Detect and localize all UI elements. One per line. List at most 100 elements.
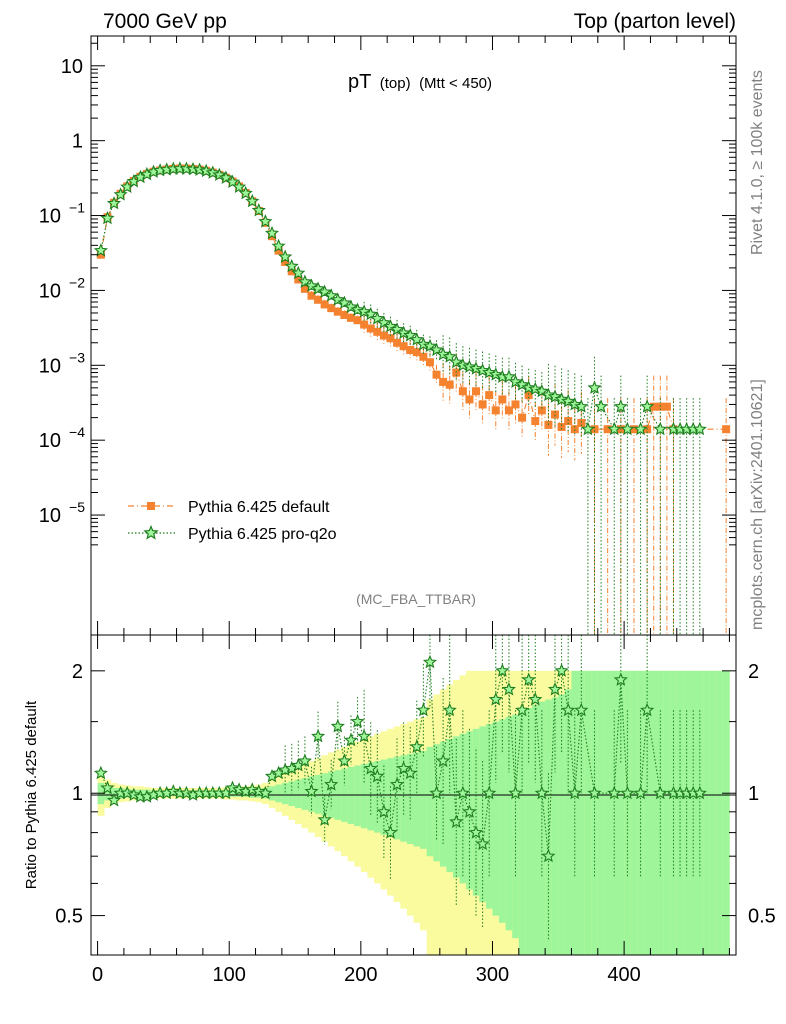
uncertainty-band-green (104, 786, 112, 801)
marker-default (425, 358, 434, 367)
ratio-marker (475, 836, 490, 851)
marker-proq2o (271, 238, 286, 253)
analysis-tag: (MC_FBA_TTBAR) (356, 591, 476, 607)
marker-proq2o (528, 381, 543, 396)
ratio-marker (554, 663, 569, 677)
marker-proq2o (311, 281, 326, 295)
marker-proq2o (100, 210, 115, 225)
marker-default (393, 338, 402, 347)
marker-default (570, 425, 579, 434)
uncertainty-band-green (426, 746, 434, 857)
uncertainty-band-green (301, 778, 309, 810)
series-line-default (100, 167, 727, 431)
uncertainty-band-green (578, 670, 585, 955)
ratio-y-tick-label: 1 (72, 783, 83, 805)
legend-entry-default: Pythia 6.425 default (128, 499, 330, 516)
uncertainty-band-green (558, 694, 566, 955)
plot-title: pT (top) (Mtt < 450) (348, 71, 492, 93)
ratio-marker (449, 814, 464, 828)
marker-default (518, 413, 527, 422)
ratio-marker (653, 785, 668, 800)
marker-proq2o (567, 396, 582, 411)
uncertainty-band-green (354, 765, 362, 827)
marker-proq2o (620, 421, 635, 436)
marker-proq2o (442, 349, 457, 363)
marker-default (722, 425, 731, 434)
marker-proq2o (653, 421, 668, 436)
marker-proq2o (383, 319, 398, 333)
y-tick-exponent: −4 (69, 424, 85, 440)
uncertainty-band-green (716, 670, 724, 955)
uncertainty-band-green (584, 670, 592, 955)
main-plot: 10 −5 10 −4 10 −3 10 −2 10 −1 1 10 (39, 35, 737, 636)
legend-marker-proq2o (143, 524, 159, 540)
marker-proq2o (633, 421, 648, 436)
uncertainty-band-green (531, 704, 539, 955)
y-tick-label: 10 (39, 505, 61, 527)
marker-default (399, 342, 408, 351)
uncertainty-band-green (709, 670, 717, 955)
marker-default (340, 310, 349, 319)
marker-default (333, 307, 342, 316)
marker-proq2o (284, 258, 299, 273)
marker-proq2o (561, 393, 576, 408)
ratio-marker (620, 785, 635, 800)
marker-proq2o (488, 367, 503, 381)
marker-default (294, 275, 303, 284)
marker-default (366, 324, 375, 333)
uncertainty-band-green (275, 784, 283, 803)
legend-entry-proq2o: Pythia 6.425 pro-q2o (128, 524, 337, 543)
marker-default (314, 295, 323, 304)
y-tick-exponent: −1 (69, 200, 85, 216)
uncertainty-band-green (545, 699, 553, 955)
marker-proq2o (640, 399, 655, 413)
marker-proq2o (205, 165, 220, 179)
ratio-marker (258, 785, 273, 800)
ratio-marker (93, 765, 108, 780)
marker-proq2o (449, 354, 464, 369)
ratio-marker (528, 692, 543, 706)
ratio-series-line (100, 662, 700, 857)
marker-default (537, 406, 546, 415)
marker-proq2o (692, 421, 707, 436)
marker-proq2o (278, 249, 293, 263)
ratio-marker (337, 753, 352, 768)
uncertainty-band-green (492, 721, 500, 916)
ratio-marker (574, 702, 589, 717)
ratio-marker (482, 785, 497, 800)
uncertainty-band-green (597, 670, 605, 955)
marker-default (432, 370, 441, 379)
marker-default (603, 425, 612, 434)
series-line-proq2o (100, 168, 700, 431)
uncertainty-band-green (229, 789, 237, 797)
marker-proq2o (613, 399, 628, 413)
ratio-marker (324, 777, 339, 791)
rivet-label: Rivet 4.1.0, ≥ 100k events (749, 70, 766, 255)
ratio-marker (429, 785, 444, 800)
uncertainty-band-green (360, 763, 368, 829)
ratio-marker (613, 672, 628, 686)
uncertainty-band-green (630, 670, 638, 955)
ratio-marker (370, 768, 385, 783)
marker-default (458, 387, 467, 396)
marker-default (551, 410, 560, 419)
ratio-marker (376, 804, 391, 818)
marker-default (320, 300, 329, 309)
ratio-marker (547, 681, 563, 696)
uncertainty-band-green (452, 736, 460, 878)
ratio-marker (468, 825, 484, 839)
ratio-marker (403, 765, 418, 780)
marker-proq2o (264, 225, 280, 240)
marker-default (649, 402, 658, 411)
marker-proq2o (343, 299, 359, 314)
ratio-marker (304, 784, 319, 798)
uncertainty-band-green (433, 744, 441, 862)
ratio-marker (416, 702, 431, 717)
marker-default (511, 400, 520, 409)
uncertainty-band-green (400, 755, 408, 842)
marker-proq2o (93, 243, 108, 257)
ratio-y-tick-label: 0.5 (55, 906, 83, 928)
legend-label-proq2o: Pythia 6.425 pro-q2o (188, 526, 337, 543)
ratio-marker (317, 812, 332, 826)
marker-default (445, 380, 454, 389)
